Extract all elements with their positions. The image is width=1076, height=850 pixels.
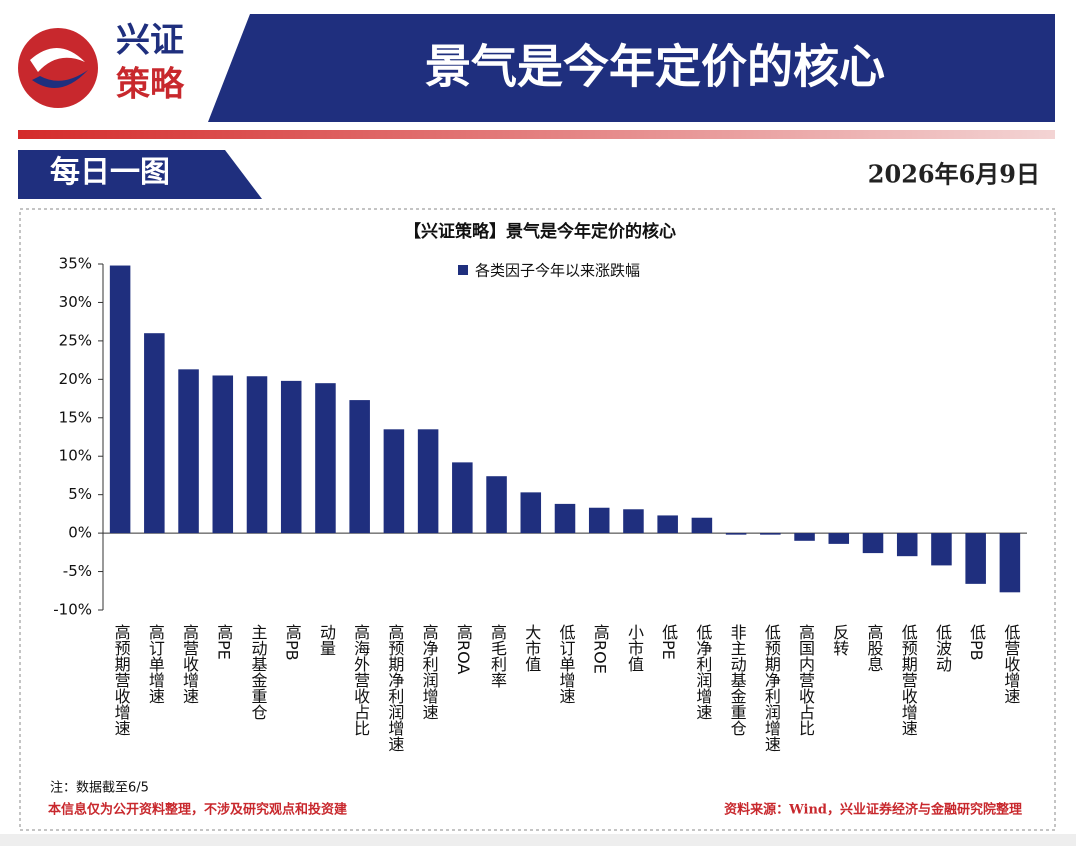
x-tick-label: 低PE <box>659 624 678 660</box>
bar <box>554 503 576 534</box>
logo-text: 兴证 <box>116 21 184 61</box>
bar <box>417 429 439 534</box>
x-tick-label: 高毛利率 <box>488 624 507 688</box>
bar <box>280 380 302 534</box>
x-tick-label: 高订单增速 <box>146 624 165 704</box>
y-tick-label: 20% <box>59 370 92 388</box>
disclaimer: 本信息仅为公开资料整理，不涉及研究观点和投资建 <box>48 802 347 818</box>
bar <box>691 517 713 534</box>
y-tick-label: 25% <box>59 331 92 349</box>
bar <box>212 375 234 534</box>
bar <box>862 533 884 554</box>
x-tick-label: 高海外营收占比 <box>351 624 370 736</box>
x-tick-label: 低波动 <box>933 624 952 672</box>
page-title: 景气是今年定价的核心 <box>425 40 885 94</box>
section-tab <box>18 150 262 199</box>
x-tick-label: 高预期净利润增速 <box>385 624 404 752</box>
title-banner <box>208 14 1055 122</box>
bar <box>144 333 165 534</box>
x-tick-label: 动量 <box>317 624 336 656</box>
x-tick-label: 高ROA <box>454 624 473 674</box>
section-title: 每日一图 <box>50 155 170 190</box>
bar <box>999 533 1021 593</box>
y-tick-label: -10% <box>53 601 92 619</box>
bar <box>452 462 473 534</box>
date: 2026年6月9日 <box>868 160 1040 189</box>
x-tick-label: 高PB <box>283 624 302 661</box>
x-tick-label: 高营收增速 <box>180 624 199 704</box>
x-tick-label: 高PE <box>214 624 233 660</box>
x-tick-label: 小市值 <box>625 624 644 672</box>
x-tick-label: 低净利润增速 <box>693 624 712 720</box>
x-tick-label: 低预期净利润增速 <box>762 624 781 752</box>
legend-swatch <box>458 265 468 275</box>
bar <box>657 515 678 534</box>
bar <box>349 400 370 534</box>
x-tick-label: 非主动基金重仓 <box>728 624 747 736</box>
bar <box>383 429 405 534</box>
x-tick-label: 高股息 <box>865 624 884 672</box>
note: 注：数据截至6/5 <box>50 781 149 796</box>
logo-text: 策略 <box>116 65 185 105</box>
y-tick-label: 5% <box>68 485 92 503</box>
y-tick-label: 30% <box>59 293 92 311</box>
bar <box>828 533 850 544</box>
bar <box>794 533 815 541</box>
y-tick-label: 35% <box>59 255 92 273</box>
divider <box>18 130 1055 139</box>
bar <box>246 376 268 534</box>
x-tick-label: 低PB <box>967 624 986 661</box>
x-tick-label: 低预期营收增速 <box>899 624 918 736</box>
bottom-band <box>0 834 1076 846</box>
logo-swirl <box>30 47 85 72</box>
bar <box>725 533 747 535</box>
bar <box>965 533 986 584</box>
logo: 兴证 策略 <box>18 21 185 108</box>
bar <box>896 533 918 557</box>
bar <box>315 383 336 534</box>
x-tick-label: 低营收增速 <box>1001 624 1020 704</box>
bar <box>520 492 542 534</box>
chart-title: 【兴证策略】景气是今年定价的核心 <box>404 221 676 242</box>
x-tick-label: 高ROE <box>591 624 610 674</box>
y-tick-label: -5% <box>63 562 92 580</box>
chart-frame <box>19 208 1056 831</box>
bar <box>178 369 199 534</box>
bar <box>931 533 952 566</box>
y-tick-label: 10% <box>59 447 92 465</box>
bar <box>760 533 781 535</box>
logo-circle <box>18 28 98 108</box>
bar <box>486 476 507 534</box>
x-tick-label: 高预期营收增速 <box>112 624 131 736</box>
bar <box>109 265 131 534</box>
source: 资料来源：Wind，兴业证券经济与金融研究院整理 <box>724 802 1022 818</box>
x-tick-label: 主动基金重仓 <box>249 624 268 720</box>
x-tick-label: 高净利润增速 <box>420 624 439 720</box>
legend-label: 各类因子今年以来涨跌幅 <box>475 262 640 280</box>
x-tick-label: 大市值 <box>522 624 541 672</box>
bar <box>623 509 644 534</box>
bar <box>588 507 610 534</box>
y-tick-label: 15% <box>59 408 92 426</box>
logo-swirl <box>32 70 88 88</box>
x-tick-label: 高国内营收占比 <box>796 624 815 736</box>
y-tick-label: 0% <box>68 524 92 542</box>
x-tick-label: 低订单增速 <box>557 624 576 704</box>
x-tick-label: 反转 <box>830 624 849 656</box>
